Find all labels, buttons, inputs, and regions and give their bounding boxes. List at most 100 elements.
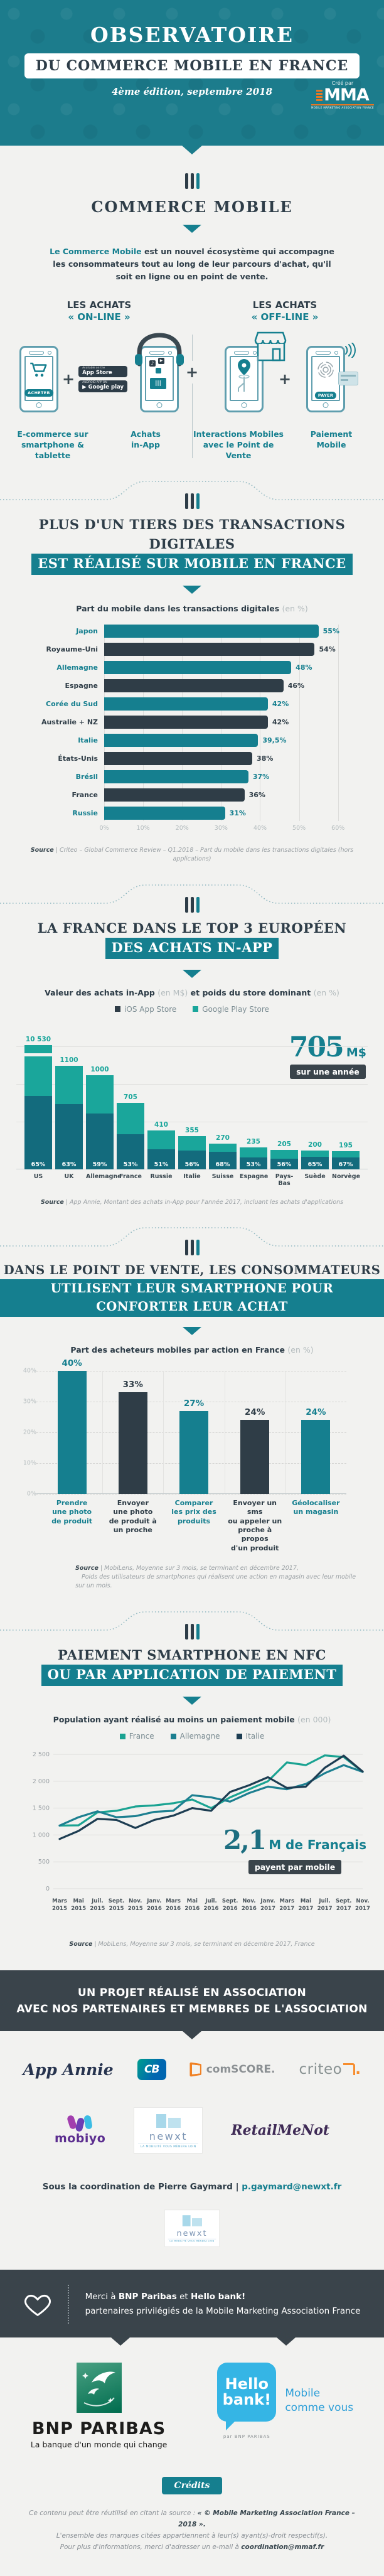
legend-label: Google Play Store: [202, 1004, 269, 1014]
newxt-logo: newxt LA MOBILITÉ VOUS MÈNERA LOIN: [134, 2108, 203, 2154]
bar-value-label: 195: [339, 1141, 353, 1149]
bar: [104, 679, 284, 693]
chart-mobile-share-transactions: Japon 55% Royaume-Uni 54% Allemagne 48% Espagn…: [10, 625, 361, 835]
gridline: [16, 1046, 368, 1047]
cart-icon: [30, 362, 47, 377]
bar: [104, 770, 248, 784]
bar-row: Brésil 37%: [10, 770, 361, 784]
legend-swatch: [236, 1733, 242, 1739]
comscore-logo: comSCORE.: [189, 2062, 275, 2077]
bar-category-label: États-Unis: [58, 754, 98, 763]
bar-track: 54%: [104, 643, 361, 657]
bar-category-label: Comparer les prix des produits: [171, 1499, 216, 1525]
svg-text:0: 0: [46, 1886, 50, 1892]
svg-text:Janv.: Janv.: [146, 1898, 161, 1904]
bar-value-label: 1100: [60, 1056, 78, 1064]
bar-value-label: 24%: [245, 1407, 265, 1418]
plus-icon: +: [278, 370, 292, 388]
broken-bar-cap: [24, 1044, 52, 1053]
bar-value-label: 39,5%: [262, 736, 287, 745]
chart-inapp-value: 705 M$ sur une année 10 530 65% 1100 63% 100…: [16, 1024, 368, 1169]
ios-share-segment: [86, 1114, 114, 1169]
bar: 68%: [209, 1143, 237, 1169]
svg-text:2016: 2016: [223, 1906, 238, 1912]
phone-ecommerce-icon: ACHETER: [19, 345, 58, 412]
bar-columns: 40% 33% 27% 24% 24%: [41, 1358, 346, 1495]
coordination-email-link[interactable]: p.gaymard@newxt.fr: [242, 2182, 342, 2192]
svg-text:2017: 2017: [317, 1906, 333, 1912]
chart-subtitle: Part du mobile dans les transactions dig…: [76, 604, 308, 614]
axis-tick: 30%: [23, 1398, 36, 1405]
share-label: 56%: [184, 1161, 200, 1168]
credits-button[interactable]: Crédits: [161, 2477, 223, 2495]
svg-text:2015: 2015: [90, 1906, 105, 1912]
bar: [179, 1411, 208, 1495]
bar: [118, 1392, 147, 1495]
criteo-bracket-icon: [343, 2063, 356, 2076]
share-label: 63%: [61, 1161, 77, 1168]
bar-row: Russie 31%: [10, 807, 361, 820]
google-play-badge: ANDROID APP ON ▶ Google play: [78, 380, 127, 392]
axis-tick: 30%: [214, 825, 228, 832]
bar-value-label: 410: [154, 1120, 168, 1129]
partners-band-title: UN PROJET RÉALISÉ EN ASSOCIATION AVEC NOS…: [16, 1987, 368, 2015]
bar-category-label: Envoyer un sms ou appeler un proche à prop…: [228, 1499, 282, 1552]
svg-text:Janv.: Janv.: [260, 1898, 275, 1904]
axis-tick: 20%: [175, 825, 189, 832]
bar-value-label: 235: [247, 1137, 260, 1146]
legend-label: France: [129, 1732, 154, 1741]
bar: 59%: [86, 1075, 114, 1169]
phone-inapp-icon: ♪ ▶ |||: [135, 333, 184, 412]
bar-track: 46%: [104, 679, 361, 693]
bar-value-label: 42%: [272, 718, 289, 727]
bar-row: Australie + NZ 42%: [10, 716, 361, 729]
svg-text:Nov.: Nov.: [242, 1898, 255, 1904]
chart-subtitle: Valeur des achats in-App (en M$) et poid…: [45, 987, 339, 997]
bar-column: 355 56%: [178, 1127, 206, 1169]
bar: [104, 625, 319, 638]
plus-icon: +: [185, 360, 199, 384]
thanks-text: Merci à BNP Paribas et Hello bank! parte…: [85, 2292, 361, 2317]
section-title-highlight: DES ACHATS IN-APP: [105, 938, 279, 959]
svg-text:2015: 2015: [109, 1906, 124, 1912]
bar-value-label: 36%: [248, 791, 265, 800]
svg-text:2015: 2015: [71, 1906, 86, 1912]
ios-share-segment: [55, 1104, 83, 1169]
gridline: [16, 1083, 368, 1085]
bar-category-label: Suisse: [211, 1173, 234, 1180]
bar-value-label: 10 530: [25, 1035, 51, 1043]
bar-row: France 36%: [10, 788, 361, 802]
ios-share-segment: [301, 1157, 329, 1169]
svg-text:Sept.: Sept.: [222, 1898, 238, 1904]
section-title: PAIEMENT SMARTPHONE EN NFC OU PAR APPLIC…: [0, 1646, 384, 1686]
bar-value-label: 38%: [257, 754, 274, 763]
axis-tick: 10%: [23, 1459, 36, 1467]
down-triangle-icon: [183, 969, 201, 978]
source-note: Source | App Annie, Montant des achats i…: [40, 1198, 344, 1206]
offline-title: LES ACHATS « OFF-LINE »: [251, 299, 319, 323]
svg-text:Juil.: Juil.: [318, 1898, 330, 1904]
svg-text:2017: 2017: [298, 1906, 313, 1912]
caption-inapp: Achats in-App: [131, 429, 161, 449]
hello-bank-tagline: Mobile comme vous: [285, 2387, 354, 2415]
axis-tick: 40%: [23, 1367, 36, 1375]
ios-share-segment: [332, 1157, 360, 1169]
mma-logo: Créé par MMA MOBILE MARKETING ASSOCIATIO…: [311, 80, 374, 109]
coordination-line: Sous la coordination de Pierre Gaymard |…: [42, 2182, 342, 2192]
map-pin-icon: [237, 358, 250, 392]
axis-tick: 10%: [136, 825, 150, 832]
ios-share-segment: [270, 1158, 298, 1169]
bar: 56%: [178, 1135, 206, 1169]
bar-category-label: Pays-Bas: [275, 1173, 294, 1187]
bar-value-label: 24%: [306, 1407, 326, 1418]
svg-text:Mars: Mars: [166, 1898, 181, 1904]
section-bars-icon: [0, 1240, 384, 1256]
bar-category-label: Espagne: [65, 682, 98, 690]
bar-column: 1100 63%: [55, 1056, 83, 1169]
chart-category-labels: US UK Allemagne France Russie Italie Suisse Esp…: [0, 1173, 384, 1187]
bar-category-label: France: [119, 1173, 142, 1180]
app-tile-icon: ♪: [149, 360, 156, 367]
comscore-icon: [189, 2062, 201, 2077]
section-title-highlight: EST RÉALISÉ SUR MOBILE EN FRANCE: [31, 554, 353, 575]
